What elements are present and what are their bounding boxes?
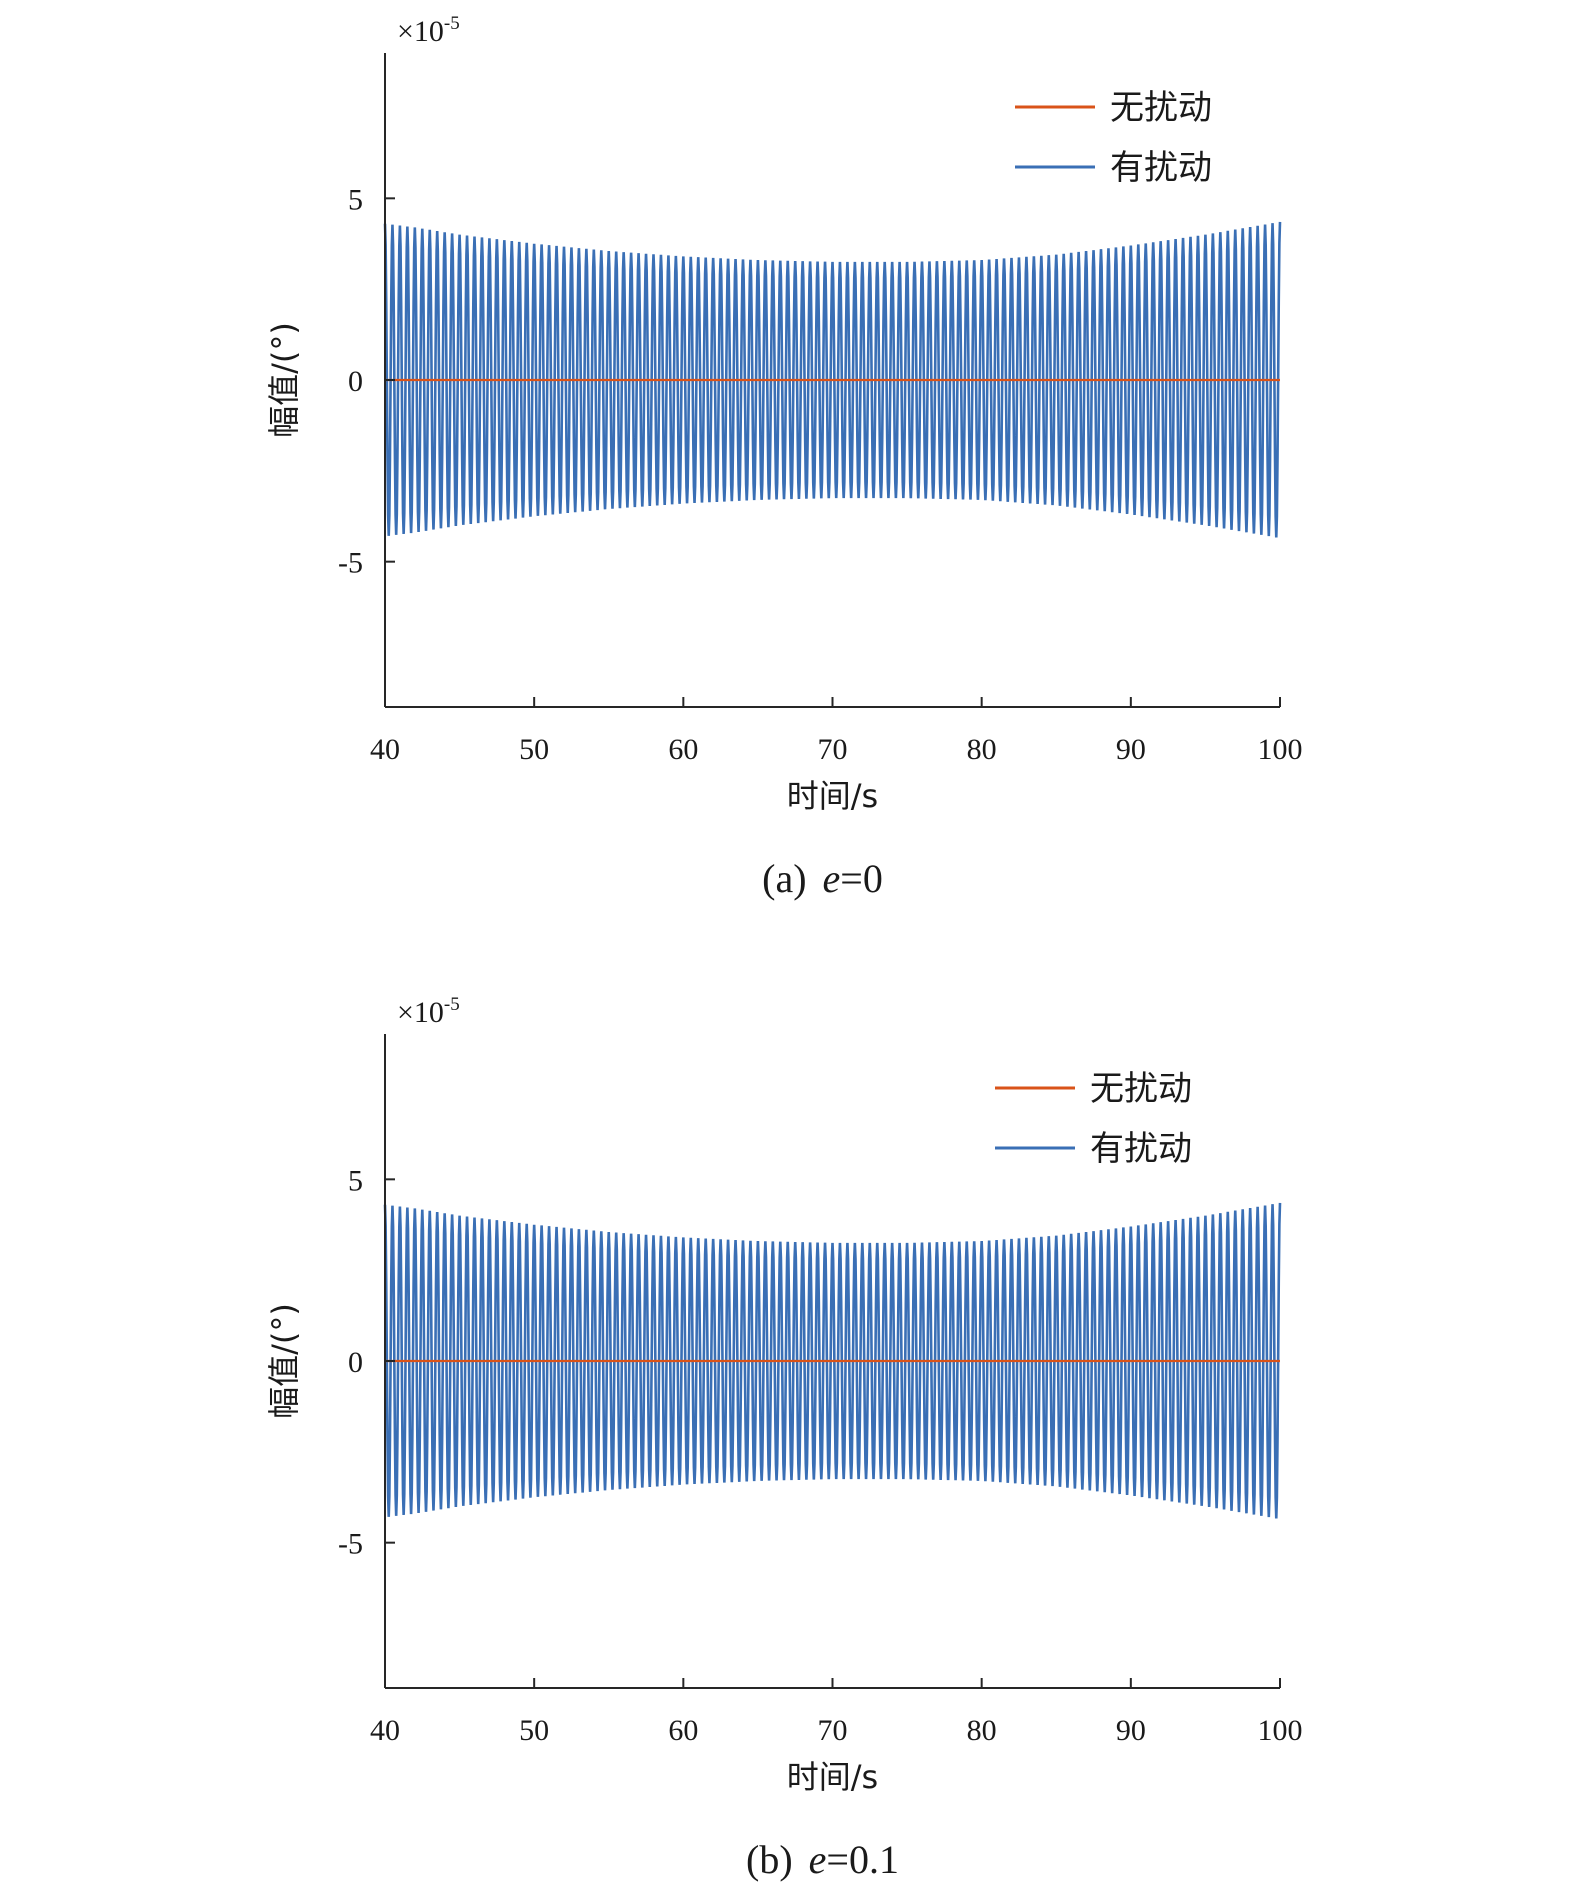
x-tick-label: 90 [1116, 1714, 1146, 1747]
y-multiplier-exponent: -5 [444, 994, 460, 1015]
legend: 无扰动 有扰动 [995, 1069, 1192, 1169]
x-tick-label: 50 [519, 1714, 549, 1747]
caption-variable: e [809, 1837, 827, 1882]
series-line-disturbed [383, 1202, 1282, 1519]
legend-label-disturbed: 有扰动 [1090, 1129, 1192, 1169]
y-tick-label: 5 [348, 1164, 363, 1197]
x-tick-label: 60 [668, 733, 698, 766]
plot-area: 40 50 60 70 80 90 100 -5 0 5 [338, 53, 1303, 766]
chart-panel-a: 40 50 60 70 80 90 100-505 ×10-5 时间/s 幅值/(°) 无扰… [265, 13, 1303, 901]
caption-prefix: (a) [762, 856, 806, 901]
y-tick-label: 0 [348, 365, 363, 398]
caption-equation: =0 [840, 856, 883, 901]
x-tick-label: 40 [370, 1714, 400, 1747]
x-tick-label: 80 [967, 1714, 997, 1747]
caption-prefix: (b) [746, 1837, 793, 1882]
legend-label-disturbed: 有扰动 [1110, 148, 1212, 188]
y-multiplier-base: ×10 [397, 15, 444, 48]
y-tick-label: -5 [338, 547, 363, 580]
series-line-disturbed [383, 221, 1282, 538]
caption-equation: =0.1 [826, 1837, 899, 1882]
x-tick-label: 70 [818, 1714, 848, 1747]
x-tick-label: 100 [1258, 733, 1303, 766]
y-tick-label: 0 [348, 1346, 363, 1379]
x-tick-label: 70 [818, 733, 848, 766]
chart-panel-b: 40 50 60 70 80 90 100-505 ×10-5 时间/s 幅值/(°) 无扰… [265, 994, 1303, 1882]
y-axis-label: 幅值/(°) [265, 322, 303, 438]
x-tick-label: 90 [1116, 733, 1146, 766]
x-tick-label: 60 [668, 1714, 698, 1747]
y-multiplier: ×10-5 [397, 994, 460, 1029]
x-tick-label: 100 [1258, 1714, 1303, 1747]
x-axis-label: 时间/s [787, 1758, 878, 1796]
x-tick-label: 80 [967, 733, 997, 766]
panel-caption: (a) e=0 [762, 856, 883, 901]
legend: 无扰动 有扰动 [1015, 88, 1212, 188]
legend-label-undisturbed: 无扰动 [1110, 88, 1212, 128]
y-tick-label: -5 [338, 1528, 363, 1561]
y-multiplier: ×10-5 [397, 13, 460, 48]
legend-label-undisturbed: 无扰动 [1090, 1069, 1192, 1109]
panel-caption: (b) e=0.1 [746, 1837, 899, 1882]
x-tick-label: 40 [370, 733, 400, 766]
y-tick-label: 5 [348, 183, 363, 216]
y-axis-label: 幅值/(°) [265, 1303, 303, 1419]
y-multiplier-exponent: -5 [444, 13, 460, 34]
plot-area: 40 50 60 70 80 90 100 -5 0 5 [338, 1034, 1303, 1747]
x-tick-label: 50 [519, 733, 549, 766]
y-multiplier-base: ×10 [397, 996, 444, 1029]
x-axis-label: 时间/s [787, 777, 878, 815]
caption-variable: e [823, 856, 841, 901]
